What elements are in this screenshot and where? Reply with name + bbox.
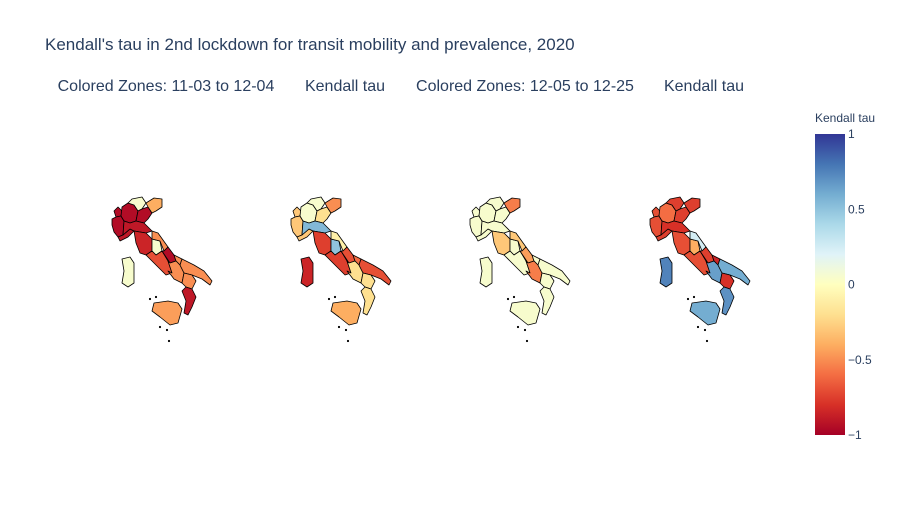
- region-sicilia[interactable]: [689, 300, 721, 326]
- region-campania[interactable]: [705, 260, 723, 284]
- region-toscana[interactable]: [491, 230, 511, 256]
- region-puglia[interactable]: [717, 258, 751, 286]
- region-campania[interactable]: [525, 260, 543, 284]
- region-trentino-alto-adige[interactable]: [665, 196, 685, 212]
- small-island: [516, 325, 520, 329]
- small-island: [165, 328, 169, 332]
- subplot-title-2: Kendall tau: [305, 78, 385, 95]
- region-sardegna[interactable]: [300, 256, 314, 288]
- map-2: [290, 196, 392, 343]
- region-emilia-romagna[interactable]: [122, 220, 153, 236]
- region-emilia-romagna[interactable]: [660, 220, 691, 236]
- region-piemonte[interactable]: [469, 215, 483, 238]
- colorbar-gradient: [815, 134, 845, 435]
- small-island: [703, 328, 707, 332]
- colorbar-tick-label: −0.5: [848, 353, 872, 367]
- region-trentino-alto-adige[interactable]: [306, 196, 326, 212]
- region-piemonte[interactable]: [290, 215, 304, 238]
- region-sardegna[interactable]: [659, 256, 673, 288]
- small-island: [154, 295, 158, 299]
- region-campania[interactable]: [167, 260, 185, 284]
- chart-title: Kendall's tau in 2nd lockdown for transi…: [45, 35, 575, 54]
- region-calabria[interactable]: [181, 286, 197, 316]
- small-island: [148, 297, 152, 301]
- region-puglia[interactable]: [179, 258, 213, 286]
- colorbar-tick-label: −1: [848, 428, 862, 442]
- region-trentino-alto-adige[interactable]: [127, 196, 147, 212]
- region-friuli-venezia-giulia[interactable]: [324, 197, 342, 214]
- small-island: [525, 339, 529, 343]
- small-island: [506, 297, 510, 301]
- subplot-title-1: Colored Zones: 11-03 to 12-04: [58, 78, 275, 95]
- colorbar-tick-label: 0: [848, 278, 855, 292]
- colorbar: Kendall tau 1 0.5 0 −0.5 −1: [815, 111, 875, 442]
- small-island: [686, 297, 690, 301]
- small-island: [705, 339, 709, 343]
- region-sicilia[interactable]: [151, 300, 183, 326]
- subplot-title-4: Kendall tau: [664, 78, 744, 95]
- small-island: [512, 295, 516, 299]
- colorbar-title: Kendall tau: [815, 111, 875, 125]
- small-island: [158, 325, 162, 329]
- small-island: [167, 339, 171, 343]
- map-3: [469, 196, 571, 343]
- colorbar-tick-label: 1: [848, 127, 855, 141]
- region-sardegna[interactable]: [121, 256, 135, 288]
- region-emilia-romagna[interactable]: [480, 220, 511, 236]
- small-island: [523, 328, 527, 332]
- region-toscana[interactable]: [312, 230, 332, 256]
- map-1: [111, 196, 213, 343]
- small-island: [337, 325, 341, 329]
- region-sicilia[interactable]: [509, 300, 541, 326]
- colorbar-tick-label: 0.5: [848, 202, 865, 216]
- region-toscana[interactable]: [671, 230, 691, 256]
- small-island: [696, 325, 700, 329]
- small-island: [344, 328, 348, 332]
- region-friuli-venezia-giulia[interactable]: [145, 197, 163, 214]
- region-trentino-alto-adige[interactable]: [485, 196, 505, 212]
- map-4: [649, 196, 751, 343]
- region-campania[interactable]: [346, 260, 364, 284]
- region-friuli-venezia-giulia[interactable]: [503, 197, 521, 214]
- region-puglia[interactable]: [358, 258, 392, 286]
- maps-group: [111, 196, 751, 343]
- region-sicilia[interactable]: [330, 300, 362, 326]
- small-island: [346, 339, 350, 343]
- region-toscana[interactable]: [133, 230, 153, 256]
- region-calabria[interactable]: [539, 286, 555, 316]
- region-friuli-venezia-giulia[interactable]: [683, 197, 701, 214]
- region-emilia-romagna[interactable]: [301, 220, 332, 236]
- small-island: [333, 295, 337, 299]
- small-island: [692, 295, 696, 299]
- region-calabria[interactable]: [719, 286, 735, 316]
- region-piemonte[interactable]: [111, 215, 125, 238]
- region-piemonte[interactable]: [649, 215, 663, 238]
- small-island: [327, 297, 331, 301]
- subplot-title-3: Colored Zones: 12-05 to 12-25: [416, 78, 634, 95]
- colorbar-ticks: 1 0.5 0 −0.5 −1: [848, 127, 872, 442]
- region-calabria[interactable]: [360, 286, 376, 316]
- region-sardegna[interactable]: [479, 256, 493, 288]
- region-puglia[interactable]: [537, 258, 571, 286]
